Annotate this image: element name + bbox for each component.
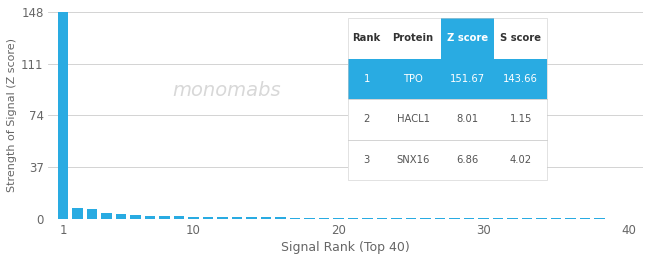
Bar [449, 218, 460, 219]
Bar [232, 217, 242, 219]
Bar [348, 218, 358, 219]
Y-axis label: Strength of Signal (Z score): Strength of Signal (Z score) [7, 38, 17, 192]
Bar [101, 213, 112, 219]
Bar [478, 218, 489, 219]
Text: 2: 2 [363, 114, 370, 124]
Text: TPO: TPO [403, 74, 423, 84]
Bar [246, 217, 257, 219]
X-axis label: Signal Rank (Top 40): Signal Rank (Top 40) [281, 241, 410, 254]
Bar [377, 218, 387, 219]
Text: HACL1: HACL1 [396, 114, 430, 124]
Text: 8.01: 8.01 [456, 114, 478, 124]
Text: 1: 1 [363, 74, 370, 84]
Bar [580, 218, 590, 219]
Bar [536, 218, 547, 219]
Bar [595, 218, 604, 219]
Bar [72, 208, 83, 219]
Bar [363, 218, 372, 219]
Text: 151.67: 151.67 [450, 74, 485, 84]
Bar [435, 218, 445, 219]
Bar [464, 218, 474, 219]
Bar [188, 217, 198, 219]
Bar [174, 216, 184, 219]
Bar [145, 216, 155, 219]
Text: Protein: Protein [393, 33, 434, 44]
Bar [276, 217, 285, 219]
Text: 6.86: 6.86 [456, 155, 478, 165]
Text: SNX16: SNX16 [396, 155, 430, 165]
Bar [159, 216, 170, 219]
Bar [566, 218, 576, 219]
Text: 3: 3 [363, 155, 370, 165]
Bar [333, 218, 344, 219]
Bar [421, 218, 430, 219]
Bar [508, 218, 517, 219]
Text: Rank: Rank [352, 33, 381, 44]
Bar [58, 12, 68, 219]
Text: 143.66: 143.66 [503, 74, 538, 84]
Bar [203, 217, 213, 219]
Bar [217, 217, 228, 219]
Bar [304, 218, 315, 219]
Text: monomabs: monomabs [172, 81, 281, 100]
Bar [261, 217, 271, 219]
Text: 1.15: 1.15 [510, 114, 532, 124]
Bar [391, 218, 402, 219]
Bar [116, 214, 126, 219]
Text: S score: S score [500, 33, 541, 44]
Bar [551, 218, 561, 219]
Bar [522, 218, 532, 219]
Bar [609, 218, 619, 219]
Text: 4.02: 4.02 [510, 155, 532, 165]
Bar [493, 218, 503, 219]
Bar [131, 215, 140, 219]
Bar [87, 209, 97, 219]
Bar [406, 218, 416, 219]
Bar [319, 218, 329, 219]
Bar [623, 218, 634, 219]
Text: Z score: Z score [447, 33, 488, 44]
Bar [290, 218, 300, 219]
